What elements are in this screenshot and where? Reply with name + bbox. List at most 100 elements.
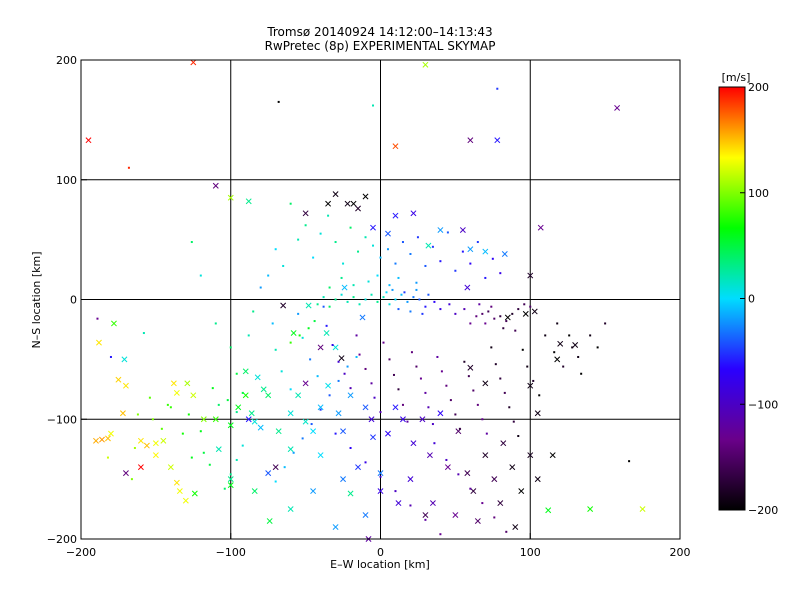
data-point-dot	[217, 403, 220, 406]
data-point-dot	[505, 320, 508, 323]
data-point-dot	[160, 427, 163, 430]
data-point-dot	[202, 451, 205, 454]
data-point-dot	[364, 461, 367, 464]
data-point-dot	[394, 262, 397, 265]
data-point-dot	[142, 332, 145, 335]
data-point-dot	[166, 403, 169, 406]
data-point-dot	[316, 375, 319, 378]
data-point-dot	[481, 502, 484, 505]
data-point-dot	[508, 406, 511, 409]
data-point-cross	[429, 500, 436, 507]
data-point-cross	[340, 428, 347, 435]
data-point-cross	[572, 342, 579, 348]
data-point-dot	[199, 430, 202, 433]
data-point-dot	[379, 411, 382, 414]
data-point-dot	[409, 504, 412, 507]
data-point-dot	[491, 257, 494, 260]
data-point-cross	[509, 464, 516, 471]
data-point-dot	[229, 473, 232, 476]
x-tick-label: 200	[670, 546, 691, 559]
x-tick-label: 0	[377, 546, 384, 559]
data-point-dot	[431, 245, 434, 248]
data-point-cross	[370, 434, 376, 441]
data-point-dot	[364, 298, 367, 301]
data-point-cross	[227, 422, 234, 429]
data-point-dot	[499, 272, 502, 275]
data-point-dot	[496, 87, 499, 90]
axis-ticks: −200 −100 0 100 200 −200 −100 0 100 200	[47, 54, 691, 559]
data-point-dot	[484, 322, 487, 325]
data-point-dot	[334, 298, 337, 301]
data-point-cross	[377, 488, 384, 495]
colorbar-label: [m/s]	[722, 71, 751, 84]
data-point-dot	[419, 377, 422, 380]
data-point-dot	[556, 322, 559, 325]
data-point-dot	[370, 293, 373, 296]
data-point-dot	[297, 238, 300, 241]
data-point-dot	[487, 310, 490, 313]
data-point-dot	[267, 274, 270, 277]
data-point-cross	[400, 416, 406, 423]
y-axis-label: N–S location [km]	[30, 251, 43, 348]
data-point-cross	[419, 416, 426, 423]
data-point-cross	[350, 200, 357, 207]
data-point-dot	[499, 377, 502, 380]
data-point-dot	[346, 365, 349, 368]
data-point-cross	[335, 410, 342, 417]
data-point-dot	[328, 305, 331, 308]
grid-lines	[81, 60, 680, 539]
data-point-dot	[127, 166, 130, 169]
data-point-cross	[344, 200, 351, 207]
chart-title: Tromsø 20140924 14:12:00–14:13:43	[266, 25, 492, 39]
data-point-dot	[355, 334, 358, 337]
data-point-cross	[467, 246, 474, 253]
data-point-dot	[379, 256, 382, 259]
data-point-dot	[337, 379, 340, 382]
x-axis-label: E–W location [km]	[330, 558, 430, 571]
data-point-cross	[482, 248, 489, 255]
data-point-cross	[395, 500, 402, 507]
data-point-cross	[143, 442, 150, 449]
data-point-dot	[490, 305, 493, 308]
data-point-cross	[302, 418, 309, 425]
data-point-dot	[388, 303, 391, 306]
data-point-dot	[235, 411, 238, 414]
data-point-dot	[271, 322, 274, 325]
data-point-dot	[424, 305, 427, 308]
data-point-cross	[531, 308, 538, 315]
data-point-dot	[301, 336, 304, 339]
data-point-dot	[562, 365, 565, 368]
data-point-dot	[433, 442, 436, 445]
data-point-dot	[628, 460, 631, 463]
data-point-dot	[445, 458, 448, 461]
data-point-dot	[427, 406, 430, 409]
data-point-cross	[370, 224, 376, 231]
data-point-cross	[422, 512, 429, 519]
data-point-dot	[297, 312, 300, 315]
data-point-dot	[493, 317, 496, 320]
data-point-cross	[482, 380, 489, 387]
data-point-cross	[167, 464, 174, 471]
data-point-cross	[272, 464, 279, 471]
data-point-dot	[169, 406, 172, 409]
data-point-cross	[323, 330, 330, 336]
data-point-dot	[190, 456, 193, 459]
data-point-dot	[401, 403, 404, 406]
data-point-cross	[173, 479, 180, 486]
data-point-dot	[421, 312, 424, 315]
data-point-cross	[122, 382, 129, 389]
data-point-cross	[110, 320, 117, 327]
data-point-dot	[358, 303, 361, 306]
data-point-dot	[476, 403, 479, 406]
data-point-cross	[99, 436, 105, 443]
data-point-cross	[497, 500, 504, 507]
data-point-cross	[557, 340, 564, 347]
colorbar-ticks: 200 100 0 −100 −200	[740, 81, 778, 517]
data-point-dot	[312, 256, 315, 259]
data-point-dot	[457, 473, 460, 476]
data-point-dot	[463, 308, 466, 311]
data-point-dot	[472, 389, 475, 392]
data-point-cross	[362, 404, 369, 411]
data-point-cross	[227, 482, 234, 489]
data-point-cross	[385, 430, 391, 437]
